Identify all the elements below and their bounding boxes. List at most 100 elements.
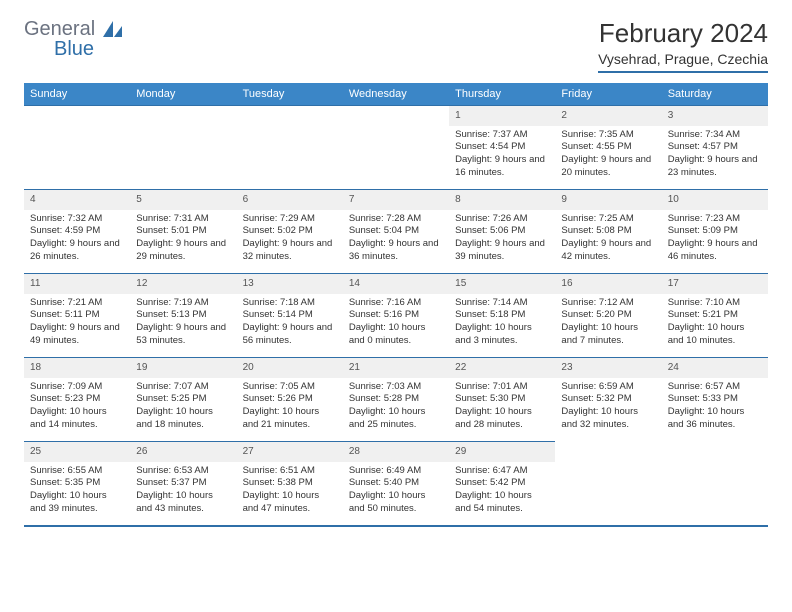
day-number: 17 bbox=[662, 274, 768, 294]
day-number: 23 bbox=[555, 358, 661, 378]
day-data: Sunrise: 7:01 AMSunset: 5:30 PMDaylight:… bbox=[449, 378, 555, 438]
day-data: Sunrise: 7:28 AMSunset: 5:04 PMDaylight:… bbox=[343, 210, 449, 270]
day-number: 11 bbox=[24, 274, 130, 294]
calendar-cell: 1Sunrise: 7:37 AMSunset: 4:54 PMDaylight… bbox=[449, 105, 555, 189]
calendar-cell-empty: .. bbox=[24, 105, 130, 189]
day-data: Sunrise: 7:26 AMSunset: 5:06 PMDaylight:… bbox=[449, 210, 555, 270]
day-number: 29 bbox=[449, 442, 555, 462]
calendar-cell: 29Sunrise: 6:47 AMSunset: 5:42 PMDayligh… bbox=[449, 441, 555, 525]
day-header: Thursday bbox=[449, 83, 555, 105]
day-data: Sunrise: 6:53 AMSunset: 5:37 PMDaylight:… bbox=[130, 462, 236, 522]
day-number: 27 bbox=[237, 442, 343, 462]
calendar-cell: 12Sunrise: 7:19 AMSunset: 5:13 PMDayligh… bbox=[130, 273, 236, 357]
month-title: February 2024 bbox=[598, 18, 768, 49]
day-data: Sunrise: 6:59 AMSunset: 5:32 PMDaylight:… bbox=[555, 378, 661, 438]
calendar-cell: 23Sunrise: 6:59 AMSunset: 5:32 PMDayligh… bbox=[555, 357, 661, 441]
title-block: February 2024 Vysehrad, Prague, Czechia bbox=[598, 18, 768, 73]
logo-text-blue: Blue bbox=[54, 38, 94, 61]
calendar-cell: 22Sunrise: 7:01 AMSunset: 5:30 PMDayligh… bbox=[449, 357, 555, 441]
bottom-rule bbox=[24, 525, 768, 527]
calendar-cell: 2Sunrise: 7:35 AMSunset: 4:55 PMDaylight… bbox=[555, 105, 661, 189]
calendar-cell: 25Sunrise: 6:55 AMSunset: 5:35 PMDayligh… bbox=[24, 441, 130, 525]
day-data: Sunrise: 6:57 AMSunset: 5:33 PMDaylight:… bbox=[662, 378, 768, 438]
day-header: Tuesday bbox=[237, 83, 343, 105]
day-number: 21 bbox=[343, 358, 449, 378]
day-number: 6 bbox=[237, 190, 343, 210]
day-data: Sunrise: 7:05 AMSunset: 5:26 PMDaylight:… bbox=[237, 378, 343, 438]
day-number: 7 bbox=[343, 190, 449, 210]
calendar-cell: 20Sunrise: 7:05 AMSunset: 5:26 PMDayligh… bbox=[237, 357, 343, 441]
day-data: Sunrise: 7:25 AMSunset: 5:08 PMDaylight:… bbox=[555, 210, 661, 270]
calendar-cell: 21Sunrise: 7:03 AMSunset: 5:28 PMDayligh… bbox=[343, 357, 449, 441]
calendar-cell: 26Sunrise: 6:53 AMSunset: 5:37 PMDayligh… bbox=[130, 441, 236, 525]
calendar-cell: 15Sunrise: 7:14 AMSunset: 5:18 PMDayligh… bbox=[449, 273, 555, 357]
day-data: Sunrise: 6:47 AMSunset: 5:42 PMDaylight:… bbox=[449, 462, 555, 522]
day-header: Sunday bbox=[24, 83, 130, 105]
day-data: Sunrise: 6:51 AMSunset: 5:38 PMDaylight:… bbox=[237, 462, 343, 522]
calendar-cell: 19Sunrise: 7:07 AMSunset: 5:25 PMDayligh… bbox=[130, 357, 236, 441]
day-number: 1 bbox=[449, 106, 555, 126]
day-header: Saturday bbox=[662, 83, 768, 105]
day-data: Sunrise: 7:12 AMSunset: 5:20 PMDaylight:… bbox=[555, 294, 661, 354]
logo: General Blue bbox=[24, 18, 144, 62]
logo-sail-icon bbox=[102, 20, 124, 38]
day-data: Sunrise: 7:31 AMSunset: 5:01 PMDaylight:… bbox=[130, 210, 236, 270]
day-number: 10 bbox=[662, 190, 768, 210]
day-number: 18 bbox=[24, 358, 130, 378]
day-data: Sunrise: 7:18 AMSunset: 5:14 PMDaylight:… bbox=[237, 294, 343, 354]
day-header: Wednesday bbox=[343, 83, 449, 105]
calendar-cell: 9Sunrise: 7:25 AMSunset: 5:08 PMDaylight… bbox=[555, 189, 661, 273]
day-number: 24 bbox=[662, 358, 768, 378]
day-data: Sunrise: 7:37 AMSunset: 4:54 PMDaylight:… bbox=[449, 126, 555, 186]
day-number: 13 bbox=[237, 274, 343, 294]
location: Vysehrad, Prague, Czechia bbox=[598, 51, 768, 73]
day-number: 3 bbox=[662, 106, 768, 126]
calendar-cell: 3Sunrise: 7:34 AMSunset: 4:57 PMDaylight… bbox=[662, 105, 768, 189]
calendar-cell: 5Sunrise: 7:31 AMSunset: 5:01 PMDaylight… bbox=[130, 189, 236, 273]
calendar-cell: 8Sunrise: 7:26 AMSunset: 5:06 PMDaylight… bbox=[449, 189, 555, 273]
calendar-cell-empty: .. bbox=[237, 105, 343, 189]
day-data: Sunrise: 7:03 AMSunset: 5:28 PMDaylight:… bbox=[343, 378, 449, 438]
day-data: Sunrise: 7:10 AMSunset: 5:21 PMDaylight:… bbox=[662, 294, 768, 354]
day-number: 15 bbox=[449, 274, 555, 294]
calendar-cell: 17Sunrise: 7:10 AMSunset: 5:21 PMDayligh… bbox=[662, 273, 768, 357]
header: General Blue February 2024 Vysehrad, Pra… bbox=[24, 18, 768, 73]
day-number: 25 bbox=[24, 442, 130, 462]
day-number: 8 bbox=[449, 190, 555, 210]
day-data: Sunrise: 7:21 AMSunset: 5:11 PMDaylight:… bbox=[24, 294, 130, 354]
calendar-cell: 7Sunrise: 7:28 AMSunset: 5:04 PMDaylight… bbox=[343, 189, 449, 273]
day-data: Sunrise: 7:32 AMSunset: 4:59 PMDaylight:… bbox=[24, 210, 130, 270]
calendar-cell: 13Sunrise: 7:18 AMSunset: 5:14 PMDayligh… bbox=[237, 273, 343, 357]
day-header: Monday bbox=[130, 83, 236, 105]
day-number: 28 bbox=[343, 442, 449, 462]
day-data: Sunrise: 7:16 AMSunset: 5:16 PMDaylight:… bbox=[343, 294, 449, 354]
calendar-cell-empty: .. bbox=[130, 105, 236, 189]
calendar-cell: 11Sunrise: 7:21 AMSunset: 5:11 PMDayligh… bbox=[24, 273, 130, 357]
calendar-cell: 4Sunrise: 7:32 AMSunset: 4:59 PMDaylight… bbox=[24, 189, 130, 273]
day-data: Sunrise: 7:34 AMSunset: 4:57 PMDaylight:… bbox=[662, 126, 768, 186]
day-data: Sunrise: 7:09 AMSunset: 5:23 PMDaylight:… bbox=[24, 378, 130, 438]
calendar-cell: 18Sunrise: 7:09 AMSunset: 5:23 PMDayligh… bbox=[24, 357, 130, 441]
day-data: Sunrise: 7:19 AMSunset: 5:13 PMDaylight:… bbox=[130, 294, 236, 354]
calendar-cell: 14Sunrise: 7:16 AMSunset: 5:16 PMDayligh… bbox=[343, 273, 449, 357]
day-number: 22 bbox=[449, 358, 555, 378]
day-number: 12 bbox=[130, 274, 236, 294]
day-data: Sunrise: 7:35 AMSunset: 4:55 PMDaylight:… bbox=[555, 126, 661, 186]
day-number: 4 bbox=[24, 190, 130, 210]
day-data: Sunrise: 7:14 AMSunset: 5:18 PMDaylight:… bbox=[449, 294, 555, 354]
day-data: Sunrise: 6:55 AMSunset: 5:35 PMDaylight:… bbox=[24, 462, 130, 522]
calendar-cell: 24Sunrise: 6:57 AMSunset: 5:33 PMDayligh… bbox=[662, 357, 768, 441]
day-header: Friday bbox=[555, 83, 661, 105]
day-number: 20 bbox=[237, 358, 343, 378]
day-number: 26 bbox=[130, 442, 236, 462]
day-number: 16 bbox=[555, 274, 661, 294]
calendar-cell: 10Sunrise: 7:23 AMSunset: 5:09 PMDayligh… bbox=[662, 189, 768, 273]
day-number: 14 bbox=[343, 274, 449, 294]
day-data: Sunrise: 7:23 AMSunset: 5:09 PMDaylight:… bbox=[662, 210, 768, 270]
calendar-cell-empty: .. bbox=[343, 105, 449, 189]
calendar-grid: SundayMondayTuesdayWednesdayThursdayFrid… bbox=[24, 83, 768, 525]
day-data: Sunrise: 7:29 AMSunset: 5:02 PMDaylight:… bbox=[237, 210, 343, 270]
day-number: 9 bbox=[555, 190, 661, 210]
calendar-cell: 6Sunrise: 7:29 AMSunset: 5:02 PMDaylight… bbox=[237, 189, 343, 273]
calendar-cell: 27Sunrise: 6:51 AMSunset: 5:38 PMDayligh… bbox=[237, 441, 343, 525]
